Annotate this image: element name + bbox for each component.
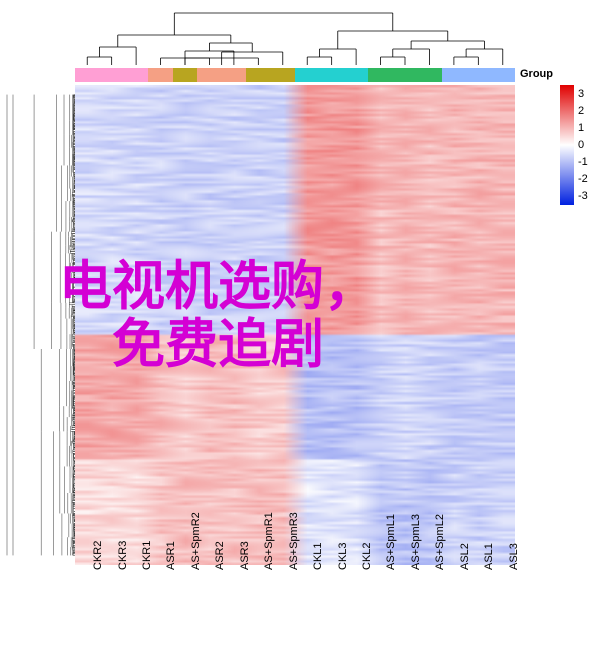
column-label: AS+SpmL3	[410, 514, 422, 570]
column-label: ASR2	[214, 541, 226, 570]
colorbar: 3210-1-2-3	[560, 85, 574, 205]
colorbar-tick: 1	[578, 122, 584, 134]
group-color-bar	[75, 68, 515, 82]
column-label: AS+SpmL1	[385, 514, 397, 570]
overlay-line: 免费追剧	[59, 316, 377, 374]
group-segment	[319, 68, 343, 82]
group-segment	[173, 68, 197, 82]
column-label: ASR3	[239, 541, 251, 570]
column-label: AS+SpmR2	[190, 512, 202, 570]
colorbar-tick: 2	[578, 105, 584, 117]
column-label: CKR3	[117, 541, 129, 570]
overlay-line: 电视机选购，	[59, 258, 377, 316]
group-segment	[442, 68, 466, 82]
group-segment	[295, 68, 319, 82]
colorbar-tick: -1	[578, 156, 588, 168]
group-label: Group	[520, 68, 553, 80]
group-segment	[417, 68, 441, 82]
column-label: CKL2	[361, 542, 373, 570]
group-segment	[148, 68, 172, 82]
overlay-text: 电视机选购，免费追剧	[59, 258, 377, 375]
group-segment	[99, 68, 123, 82]
column-label: ASR1	[165, 541, 177, 570]
column-label: AS+SpmL2	[434, 514, 446, 570]
colorbar-tick: -3	[578, 190, 588, 202]
group-segment	[246, 68, 270, 82]
column-label: CKL3	[337, 542, 349, 570]
column-label: ASL3	[508, 543, 520, 570]
column-label: ASL1	[483, 543, 495, 570]
group-segment	[124, 68, 148, 82]
group-segment	[197, 68, 221, 82]
colorbar-tick: -2	[578, 173, 588, 185]
column-dendrogram	[75, 5, 515, 65]
column-label: ASL2	[459, 543, 471, 570]
group-segment	[490, 68, 514, 82]
group-segment	[344, 68, 368, 82]
column-label: AS+SpmR3	[288, 512, 300, 570]
column-label: CKR2	[92, 541, 104, 570]
group-segment	[466, 68, 490, 82]
group-segment	[222, 68, 246, 82]
colorbar-gradient	[560, 85, 574, 205]
column-label: AS+SpmR1	[263, 512, 275, 570]
group-segment	[393, 68, 417, 82]
colorbar-tick: 0	[578, 139, 584, 151]
group-segment	[271, 68, 295, 82]
group-segment	[75, 68, 99, 82]
group-segment	[368, 68, 392, 82]
column-label: CKR1	[141, 541, 153, 570]
column-label: CKL1	[312, 542, 324, 570]
colorbar-tick: 3	[578, 88, 584, 100]
